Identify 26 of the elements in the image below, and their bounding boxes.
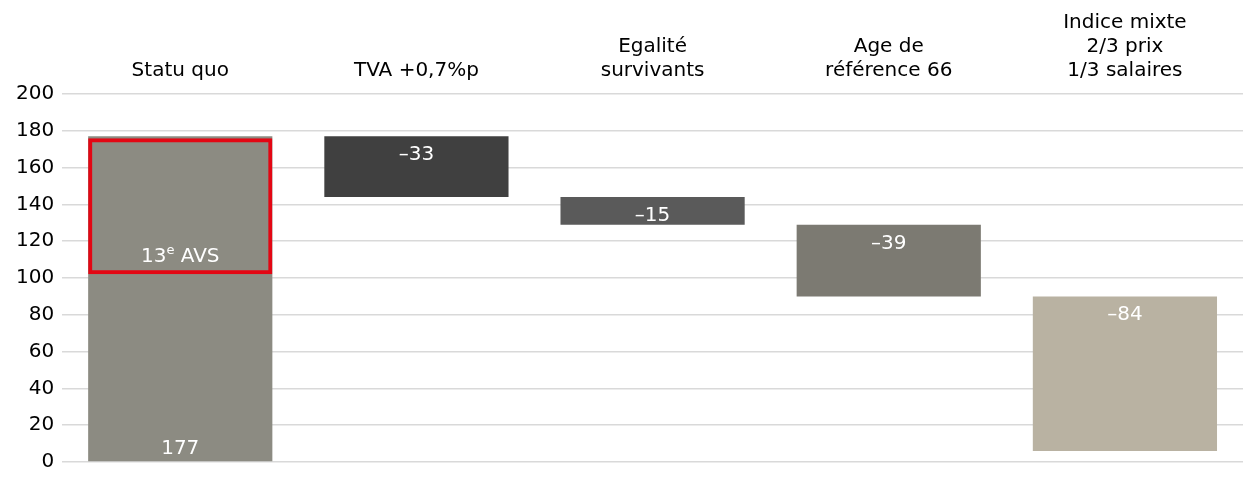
y-tick-label: 160 [15,153,55,178]
x-tick-label: Statu quo [131,57,229,82]
x-tick-label: Egalité survivants [600,33,705,82]
bar [560,197,745,225]
y-tick-label: 180 [15,117,55,141]
data-label: –39 [871,229,907,254]
y-tick-label: 140 [15,190,55,215]
y-tick-label: 200 [15,80,55,105]
data-label: 177 [161,435,200,459]
y-tick-label: 60 [28,337,55,362]
y-tick-label: 20 [28,411,55,436]
y-tick-label: 120 [15,227,55,252]
y-tick-label: 40 [28,374,55,399]
data-label: –15 [634,202,671,227]
bar [1032,296,1218,451]
x-tick-label: TVA +0,7%p [352,57,479,82]
y-tick-label: 100 [15,264,55,289]
x-tick-label: Age de référence 66 [825,33,953,82]
x-tick-label: Indice mixte 2/3 prix 1/3 salaires [1063,9,1187,82]
bar [88,136,273,462]
bar [324,136,509,198]
data-label: –84 [1107,301,1143,326]
data-label: –33 [398,141,435,166]
y-tick-label: 80 [28,301,55,325]
y-tick-label: 0 [41,448,55,473]
bar [796,224,981,297]
